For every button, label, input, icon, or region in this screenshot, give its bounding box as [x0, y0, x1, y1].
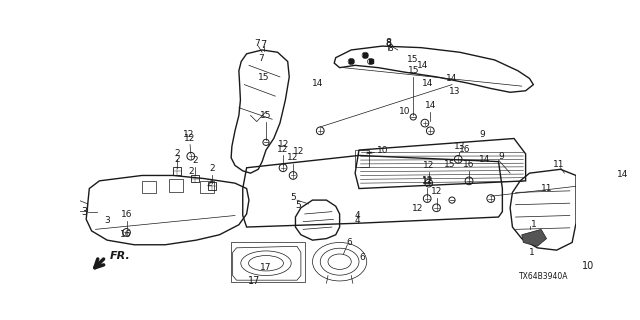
Text: 11: 11: [553, 160, 564, 169]
Text: 14: 14: [417, 61, 428, 70]
Text: 2: 2: [209, 164, 214, 173]
Text: 12: 12: [422, 177, 433, 186]
Text: 16: 16: [459, 145, 470, 154]
Text: 12: 12: [423, 161, 435, 170]
Text: 14: 14: [617, 170, 628, 179]
Bar: [142, 181, 156, 193]
Text: 3: 3: [104, 216, 110, 225]
Text: 4: 4: [355, 211, 360, 220]
Text: 16: 16: [120, 230, 132, 239]
Text: 13: 13: [449, 87, 460, 96]
Text: 2: 2: [189, 167, 195, 176]
Bar: [200, 181, 214, 193]
Text: 12: 12: [278, 140, 289, 149]
Text: 6: 6: [360, 253, 365, 262]
Text: 15: 15: [258, 73, 269, 82]
Text: 4: 4: [355, 216, 360, 225]
Text: 12: 12: [422, 176, 433, 185]
Text: 16: 16: [463, 160, 475, 169]
Bar: [173, 167, 180, 175]
Text: 17: 17: [248, 276, 260, 286]
Text: 2: 2: [174, 149, 180, 158]
Text: 15: 15: [444, 160, 455, 169]
Text: 12: 12: [412, 204, 423, 213]
Text: 9: 9: [479, 130, 484, 139]
Text: 16: 16: [121, 210, 132, 219]
Bar: [231, 243, 305, 283]
Text: 12: 12: [277, 145, 289, 154]
Text: 2: 2: [192, 156, 198, 165]
Text: 15: 15: [260, 111, 272, 120]
Text: 12: 12: [292, 147, 304, 156]
Text: 5: 5: [291, 193, 296, 202]
Text: 17: 17: [260, 263, 272, 272]
Text: 14: 14: [312, 79, 324, 89]
Bar: [191, 175, 198, 182]
Text: 14: 14: [424, 101, 436, 110]
Text: 7: 7: [258, 54, 264, 63]
Text: 6: 6: [347, 238, 353, 247]
Text: 12: 12: [431, 187, 442, 196]
Text: 3: 3: [81, 207, 88, 217]
Text: 8: 8: [385, 38, 392, 48]
Text: 10: 10: [582, 260, 594, 270]
Text: 12: 12: [184, 134, 196, 143]
Text: 11: 11: [541, 184, 552, 193]
Text: FR.: FR.: [110, 251, 131, 260]
Text: 7: 7: [260, 40, 267, 50]
Text: 15: 15: [408, 66, 419, 75]
Bar: [169, 179, 183, 192]
Text: 12: 12: [287, 153, 299, 162]
Text: 8: 8: [387, 44, 393, 53]
Text: 1: 1: [529, 248, 534, 257]
Text: 13: 13: [454, 142, 465, 151]
Text: 1: 1: [531, 220, 536, 229]
Text: 9: 9: [499, 152, 504, 161]
Text: 10: 10: [399, 107, 411, 116]
Polygon shape: [522, 229, 547, 246]
Bar: [355, 150, 369, 167]
Text: 14: 14: [479, 155, 490, 164]
Text: TX64B3940A: TX64B3940A: [519, 272, 568, 281]
Text: 2: 2: [206, 179, 212, 188]
Text: 14: 14: [446, 74, 458, 83]
Text: 2: 2: [174, 155, 180, 164]
Text: 15: 15: [406, 55, 418, 64]
Text: 8: 8: [385, 39, 391, 48]
Bar: [208, 182, 216, 190]
Text: 14: 14: [422, 79, 433, 89]
Text: 7: 7: [254, 39, 260, 48]
Text: 10: 10: [376, 146, 388, 155]
Text: 5: 5: [296, 202, 301, 211]
Text: 12: 12: [184, 130, 195, 139]
